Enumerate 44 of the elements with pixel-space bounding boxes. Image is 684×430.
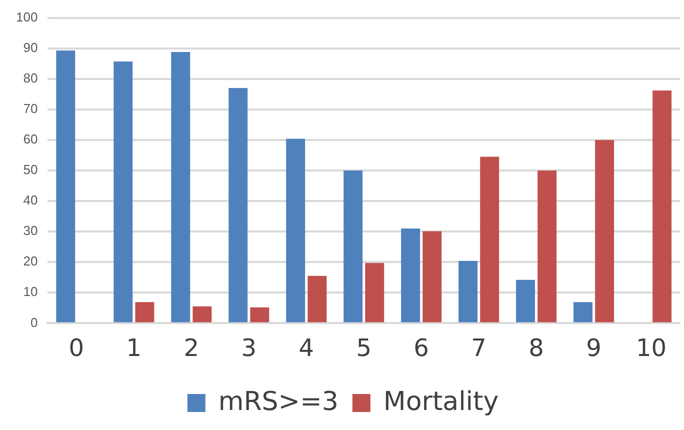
bar	[538, 170, 557, 322]
y-tick-label: 40	[23, 192, 38, 208]
legend-label: Mortality	[383, 386, 499, 417]
bar	[114, 61, 133, 322]
bar	[574, 302, 592, 322]
x-tick-label: 7	[471, 334, 486, 362]
x-tick-label: 3	[241, 334, 257, 362]
y-tick-label: 10	[23, 284, 38, 300]
bar	[228, 88, 248, 322]
bar	[516, 280, 535, 322]
x-tick-label: 4	[298, 334, 314, 362]
y-tick-label: 100	[16, 9, 38, 24]
bar	[480, 156, 500, 322]
bar	[192, 306, 212, 322]
bar	[250, 307, 270, 322]
bar	[308, 276, 327, 322]
bar	[286, 138, 306, 322]
bar	[135, 302, 154, 322]
y-tick-label: 20	[23, 254, 38, 269]
y-tick-label: 80	[23, 70, 38, 86]
y-tick-label: 90	[23, 40, 38, 55]
y-tick-label: 50	[23, 162, 38, 178]
bar	[344, 170, 363, 322]
y-tick-label: 0	[30, 314, 38, 330]
bar	[652, 90, 672, 322]
bar	[365, 263, 384, 322]
bar	[422, 231, 442, 322]
x-tick-label: 10	[636, 334, 667, 362]
x-tick-label: 2	[184, 334, 200, 362]
x-tick-label: 6	[414, 334, 429, 362]
x-tick-label: 0	[68, 334, 84, 362]
bar	[401, 228, 420, 322]
x-tick-label: 9	[586, 334, 602, 362]
x-tick-label: 5	[356, 334, 372, 362]
bar	[458, 260, 478, 322]
y-tick-label: 70	[23, 101, 38, 116]
x-tick-label: 1	[126, 334, 142, 362]
bar	[595, 140, 614, 322]
y-tick-label: 60	[23, 132, 38, 147]
legend-label: mRS>=3	[218, 386, 338, 417]
bar	[56, 50, 76, 322]
y-tick-label: 30	[23, 223, 38, 238]
bar	[171, 52, 190, 322]
x-tick-label: 8	[528, 334, 544, 362]
